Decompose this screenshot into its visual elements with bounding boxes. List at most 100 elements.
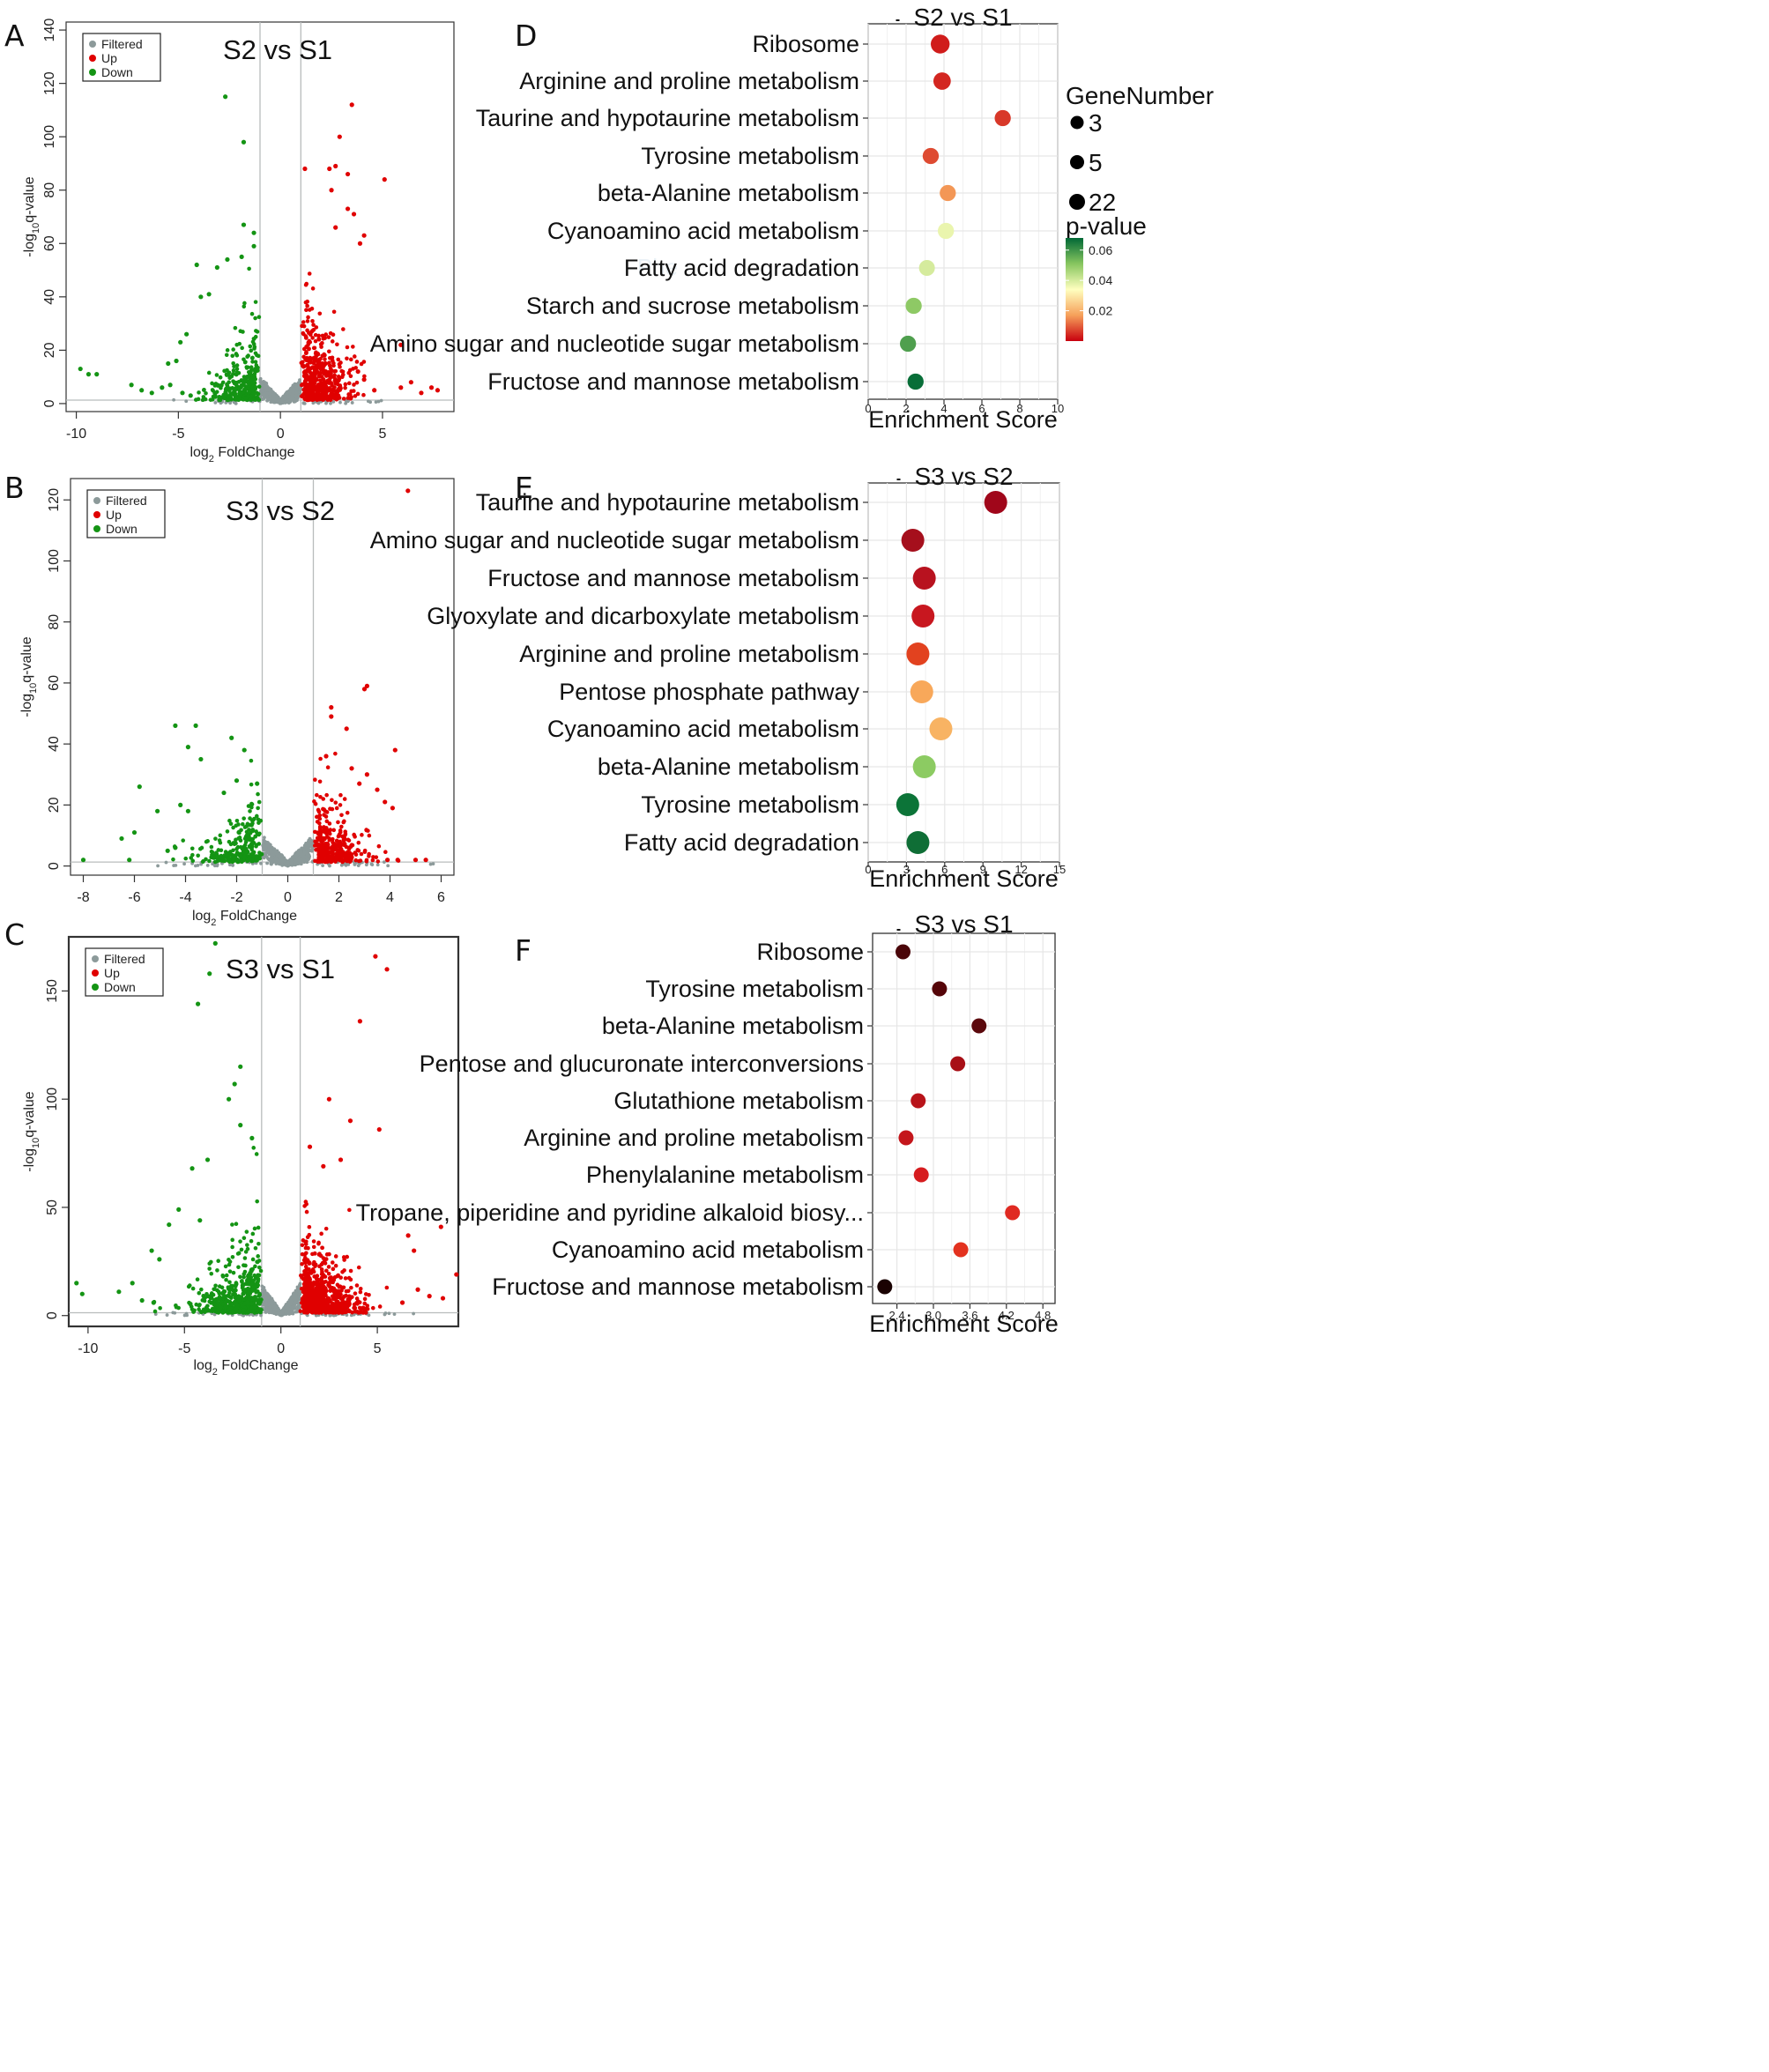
filtered-point: [368, 400, 373, 405]
filtered-point: [301, 401, 306, 405]
down-point: [225, 853, 230, 858]
down-point: [249, 858, 253, 862]
up-point: [330, 383, 334, 388]
up-point: [312, 396, 317, 401]
filtered-point: [284, 1305, 288, 1310]
up-point: [367, 851, 371, 857]
filtered-point: [274, 851, 279, 856]
filtered-point: [287, 1312, 292, 1316]
x-axis-label: log2 FoldChange: [190, 445, 294, 464]
up-point: [346, 392, 351, 397]
down-point: [247, 266, 251, 271]
up-point: [338, 385, 343, 390]
up-point: [361, 377, 367, 382]
up-point: [313, 829, 317, 835]
y-tick-label: 20: [47, 797, 62, 813]
filtered-point: [386, 864, 390, 868]
up-point: [305, 299, 310, 304]
filtered-point: [287, 395, 291, 399]
down-point: [243, 377, 249, 382]
down-point: [237, 830, 242, 835]
down-point: [227, 856, 232, 861]
up-point: [315, 814, 319, 820]
up-point: [312, 370, 317, 375]
plot-frame: [67, 935, 460, 1328]
up-point: [316, 807, 321, 813]
up-point: [346, 838, 352, 843]
up-point: [339, 813, 344, 818]
down-point: [252, 816, 256, 821]
filtered-point: [265, 1306, 270, 1311]
down-point: [219, 385, 223, 390]
up-point: [320, 353, 325, 359]
up-point: [352, 382, 356, 387]
down-point: [231, 858, 236, 864]
filtered-point: [283, 395, 287, 399]
down-point: [238, 390, 243, 395]
filtered-point: [331, 399, 336, 404]
down-point: [234, 818, 240, 823]
down-point: [254, 829, 258, 834]
down-point: [241, 222, 247, 227]
up-point: [331, 840, 335, 845]
up-point: [311, 345, 316, 351]
down-point: [238, 393, 242, 398]
up-point: [344, 844, 349, 850]
down-point: [178, 802, 183, 807]
filtered-point: [262, 1291, 266, 1296]
down-point: [127, 858, 132, 863]
up-point: [326, 1265, 331, 1269]
down-point: [237, 341, 242, 346]
up-point: [336, 357, 341, 362]
filtered-point: [270, 845, 273, 850]
up-point: [305, 388, 310, 393]
up-point: [313, 385, 318, 390]
up-point: [327, 396, 331, 400]
up-point: [329, 714, 334, 719]
up-point: [321, 797, 326, 801]
legend-label: Filtered: [101, 37, 143, 51]
up-point: [341, 838, 346, 843]
legend-label: Up: [101, 51, 117, 65]
filtered-point: [261, 397, 265, 401]
down-point: [242, 304, 247, 309]
up-point: [395, 858, 400, 863]
up-point: [333, 225, 338, 230]
up-point: [349, 102, 354, 108]
up-point: [364, 858, 369, 864]
up-point: [311, 382, 316, 386]
filtered-point: [289, 1299, 293, 1303]
up-point: [302, 382, 307, 387]
legend-marker: [89, 55, 96, 62]
up-point: [324, 819, 330, 824]
down-point: [234, 846, 239, 851]
up-point: [334, 389, 338, 393]
filtered-point: [234, 401, 238, 405]
up-point: [349, 389, 353, 394]
up-point: [332, 373, 337, 378]
filtered-point: [296, 1306, 301, 1311]
up-point: [319, 846, 324, 851]
down-point: [255, 330, 260, 334]
down-point: [185, 745, 190, 750]
down-point: [241, 850, 246, 855]
up-point: [327, 363, 332, 368]
up-point: [355, 368, 360, 375]
filtered-point: [270, 1298, 273, 1303]
x-tick-label: -6: [128, 890, 140, 905]
up-point: [362, 374, 367, 379]
down-point: [137, 784, 142, 790]
up-point: [359, 361, 364, 367]
filtered-point: [265, 861, 269, 865]
filtered-point: [296, 852, 301, 857]
up-point: [319, 375, 324, 379]
down-point: [217, 394, 222, 399]
up-point: [336, 820, 340, 825]
up-point: [325, 765, 331, 770]
up-point: [316, 855, 322, 859]
up-point: [331, 836, 335, 842]
filtered-point: [304, 847, 308, 851]
filtered-point: [260, 1303, 264, 1307]
y-tick-label: 100: [42, 125, 57, 149]
